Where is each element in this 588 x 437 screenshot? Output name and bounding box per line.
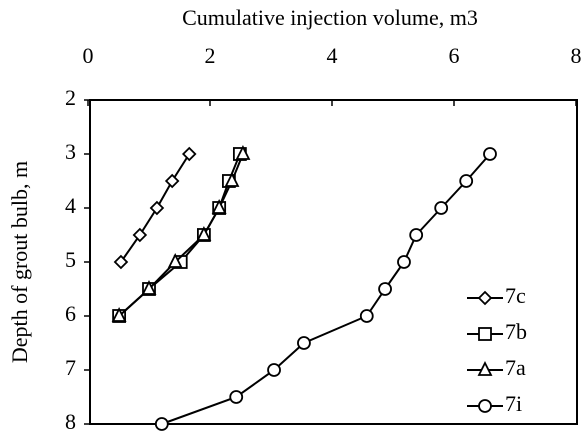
data-point — [164, 173, 180, 189]
data-point — [267, 363, 281, 377]
data-point — [141, 279, 157, 295]
data-point — [154, 417, 169, 431]
plot-frame — [89, 99, 578, 425]
data-point — [397, 255, 411, 269]
data-point — [196, 225, 212, 241]
legend-label: 7b — [505, 319, 527, 344]
data-point — [181, 146, 197, 162]
x-axis-label: Cumulative injection volume, m3 — [182, 5, 478, 30]
data-point — [359, 309, 374, 323]
data-point — [235, 144, 251, 160]
legend-marker — [478, 327, 492, 341]
legend-marker — [477, 360, 493, 376]
data-point — [409, 228, 424, 242]
y-axis-label: Depth of grout bulb, m — [7, 161, 32, 363]
data-point — [167, 252, 183, 268]
y-tick-label: 8 — [65, 409, 76, 434]
data-point — [434, 201, 449, 215]
legend-label: 7c — [505, 283, 526, 308]
series-line — [161, 153, 491, 425]
y-tick-label: 4 — [65, 193, 76, 218]
data-point — [113, 254, 129, 270]
data-point — [132, 227, 148, 243]
y-tick-label: 2 — [65, 85, 76, 110]
y-tick-label: 7 — [65, 355, 76, 380]
data-point — [483, 147, 497, 161]
legend-marker — [478, 399, 492, 413]
data-point — [378, 282, 392, 296]
data-point — [297, 336, 311, 350]
data-point — [459, 174, 474, 188]
data-point — [149, 200, 165, 216]
legend-marker — [477, 290, 493, 306]
x-tick-label: 8 — [571, 43, 582, 68]
x-tick-label: 6 — [449, 43, 460, 68]
x-tick-label: 0 — [83, 43, 94, 68]
legend-label: 7a — [505, 355, 526, 380]
y-tick-label: 3 — [65, 139, 76, 164]
data-point — [211, 198, 227, 214]
x-tick-label: 4 — [327, 43, 338, 68]
x-tick-label: 2 — [205, 43, 216, 68]
data-point — [111, 306, 127, 322]
data-point — [229, 390, 244, 404]
data-point — [224, 171, 240, 187]
legend-label: 7i — [505, 391, 522, 416]
y-tick-label: 5 — [65, 247, 76, 272]
y-tick-label: 6 — [65, 301, 76, 326]
